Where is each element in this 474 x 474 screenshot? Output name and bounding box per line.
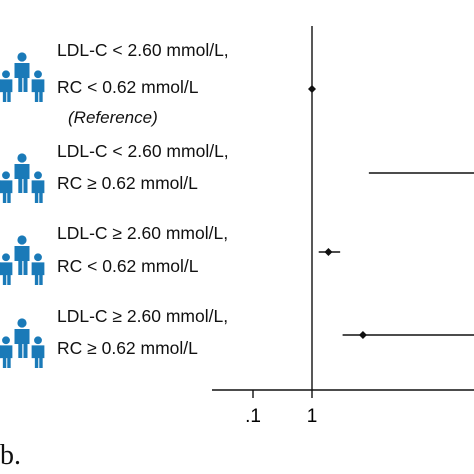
axes: .1 1 <box>212 26 474 427</box>
people-icon <box>0 318 45 368</box>
row-2-line1: LDL-C < 2.60 mmol/L, <box>57 141 229 161</box>
people-icon <box>0 235 45 285</box>
point-estimate <box>324 248 333 256</box>
marks <box>308 85 474 339</box>
point-estimate <box>358 331 367 339</box>
people-icon <box>0 153 45 203</box>
point-estimate <box>308 85 316 93</box>
people-icon <box>0 52 45 102</box>
x-tick-label: 1 <box>307 406 318 427</box>
panel-label: b. <box>0 440 21 471</box>
row-1-line2: RC < 0.62 mmol/L <box>57 77 199 97</box>
row-3-line2: RC < 0.62 mmol/L <box>57 256 199 276</box>
row-1-line1: LDL-C < 2.60 mmol/L, <box>57 40 229 60</box>
row-4-line1: LDL-C ≥ 2.60 mmol/L, <box>57 306 229 326</box>
reference-note: (Reference) <box>68 108 158 127</box>
row-3-line1: LDL-C ≥ 2.60 mmol/L, <box>57 223 229 243</box>
x-tick-label: .1 <box>245 406 261 427</box>
row-2-line2: RC ≥ 0.62 mmol/L <box>57 173 198 193</box>
row-4-line2: RC ≥ 0.62 mmol/L <box>57 338 198 358</box>
